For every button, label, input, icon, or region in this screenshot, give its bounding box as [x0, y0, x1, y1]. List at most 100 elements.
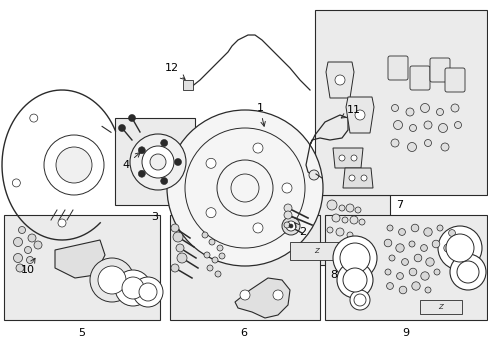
Circle shape	[138, 147, 145, 154]
Circle shape	[445, 234, 473, 262]
Text: 12: 12	[164, 63, 185, 80]
Circle shape	[413, 254, 421, 262]
Circle shape	[202, 232, 207, 238]
FancyBboxPatch shape	[444, 68, 464, 92]
Circle shape	[19, 226, 25, 234]
Circle shape	[284, 204, 291, 212]
Circle shape	[420, 244, 427, 251]
Circle shape	[354, 207, 360, 213]
FancyBboxPatch shape	[429, 58, 449, 82]
Circle shape	[386, 225, 392, 231]
Circle shape	[284, 211, 291, 219]
Circle shape	[449, 254, 485, 290]
Circle shape	[34, 241, 42, 249]
Circle shape	[282, 217, 299, 235]
Circle shape	[398, 229, 405, 235]
Text: 11: 11	[341, 105, 360, 118]
Circle shape	[341, 217, 347, 223]
Circle shape	[420, 272, 428, 280]
Text: 3: 3	[151, 212, 158, 222]
Circle shape	[285, 221, 295, 231]
Circle shape	[391, 104, 398, 112]
Text: Z: Z	[314, 248, 319, 254]
Circle shape	[398, 286, 406, 294]
Circle shape	[338, 205, 345, 211]
Circle shape	[350, 155, 356, 161]
Circle shape	[130, 134, 185, 190]
Circle shape	[56, 147, 92, 183]
Circle shape	[336, 262, 372, 298]
Circle shape	[98, 266, 126, 294]
Circle shape	[411, 282, 419, 290]
Circle shape	[138, 170, 145, 177]
Circle shape	[284, 222, 289, 228]
Circle shape	[349, 216, 357, 224]
Circle shape	[203, 252, 209, 258]
Circle shape	[346, 232, 352, 238]
Circle shape	[171, 224, 179, 232]
Circle shape	[90, 258, 134, 302]
Circle shape	[177, 253, 186, 263]
Circle shape	[217, 160, 272, 216]
Circle shape	[217, 245, 223, 251]
Circle shape	[396, 273, 403, 279]
Circle shape	[424, 140, 430, 147]
Circle shape	[408, 268, 416, 276]
Text: 5: 5	[79, 328, 85, 338]
Circle shape	[308, 170, 318, 180]
Circle shape	[58, 219, 66, 227]
Circle shape	[386, 283, 392, 289]
Text: 4: 4	[122, 153, 140, 170]
Circle shape	[161, 139, 167, 147]
Circle shape	[405, 108, 413, 116]
Circle shape	[440, 143, 448, 151]
Circle shape	[150, 154, 165, 170]
Circle shape	[326, 200, 336, 210]
Circle shape	[393, 121, 402, 130]
Circle shape	[443, 244, 451, 252]
Circle shape	[456, 261, 478, 283]
Circle shape	[142, 146, 174, 178]
Circle shape	[349, 290, 369, 310]
Circle shape	[133, 277, 163, 307]
Circle shape	[338, 155, 345, 161]
Text: 8: 8	[330, 270, 337, 280]
Text: 1: 1	[256, 103, 265, 126]
Circle shape	[331, 214, 339, 222]
Circle shape	[388, 255, 394, 261]
Circle shape	[205, 158, 216, 168]
Text: Z: Z	[438, 304, 443, 310]
Circle shape	[332, 236, 376, 280]
Circle shape	[334, 75, 345, 85]
Circle shape	[360, 175, 366, 181]
Circle shape	[438, 123, 447, 132]
Circle shape	[215, 271, 221, 277]
Circle shape	[115, 270, 151, 306]
Circle shape	[423, 228, 431, 236]
Circle shape	[26, 256, 34, 264]
Circle shape	[44, 135, 104, 195]
Bar	[314, 10, 486, 195]
Circle shape	[14, 253, 22, 262]
Circle shape	[206, 265, 213, 271]
Circle shape	[171, 264, 179, 272]
Bar	[419, 300, 461, 314]
Circle shape	[205, 208, 216, 218]
Circle shape	[118, 125, 125, 131]
Circle shape	[384, 269, 390, 275]
FancyBboxPatch shape	[387, 56, 407, 80]
Circle shape	[436, 108, 443, 116]
Circle shape	[339, 243, 369, 273]
Circle shape	[12, 179, 20, 187]
Circle shape	[252, 143, 263, 153]
Circle shape	[176, 244, 183, 252]
Circle shape	[30, 114, 38, 122]
Bar	[4, 215, 160, 320]
Bar	[115, 118, 195, 205]
Circle shape	[447, 230, 454, 237]
Circle shape	[436, 225, 442, 231]
Circle shape	[24, 247, 31, 253]
Circle shape	[240, 290, 249, 300]
Circle shape	[174, 158, 181, 166]
Circle shape	[230, 174, 259, 202]
